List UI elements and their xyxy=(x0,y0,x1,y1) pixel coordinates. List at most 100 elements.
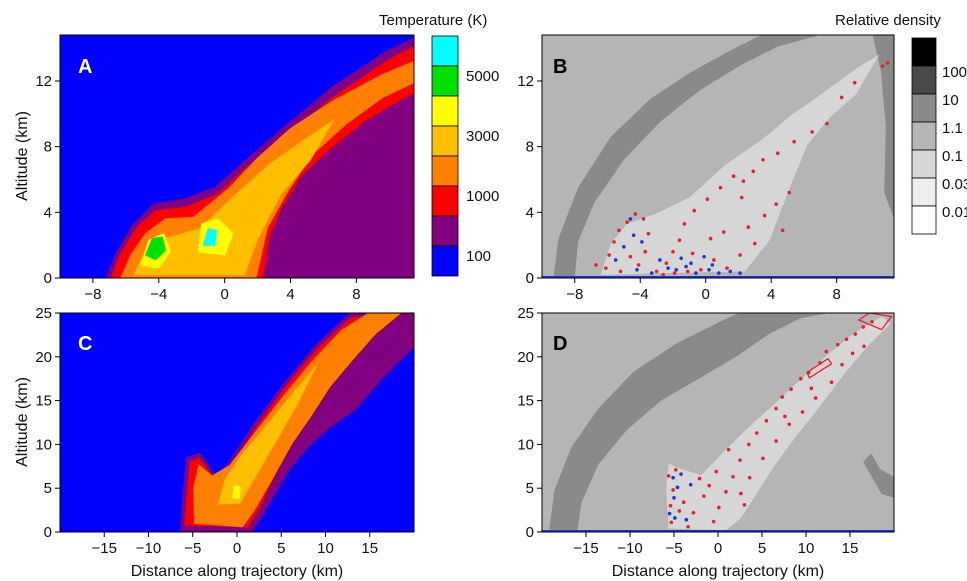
temperature-colorbar-cell xyxy=(431,155,459,187)
temperature-colorbar: 100 1000 3000 5000 xyxy=(431,35,499,277)
panel-b-particle-red xyxy=(746,225,751,229)
panel-d-particle-red xyxy=(681,500,686,505)
temperature-colorbar-cell xyxy=(431,35,459,67)
panel-b-particle-red xyxy=(787,190,792,195)
panel-d-particle-red xyxy=(787,422,792,427)
panel-d-ytick-label: 0 xyxy=(526,524,534,541)
panel-d: D −15 −10 −5 0 5 10 15 0 5 10 15 20 25 xyxy=(517,305,895,557)
temperature-colorbar-tick-label: 100 xyxy=(466,248,491,265)
panel-b-particle-blue xyxy=(640,240,644,244)
panel-a-label: A xyxy=(78,56,92,78)
panel-b-particle-red xyxy=(731,174,736,179)
panel-b-particle-red xyxy=(672,271,677,275)
panel-b-particle-red xyxy=(677,238,682,243)
density-colorbar-cell xyxy=(911,149,937,179)
panel-b-density-region-0 xyxy=(553,35,821,278)
panel-d-particle-red xyxy=(738,458,742,462)
panel-d-particle-red xyxy=(800,410,805,414)
panel-b-particle-red xyxy=(852,80,857,85)
panel-d-particle-red xyxy=(809,386,814,391)
density-colorbar-tick-label: 10 xyxy=(942,92,959,109)
panel-a-xtick-label: 4 xyxy=(286,286,294,303)
panel-b-particle-red xyxy=(625,220,629,224)
panel-a-xtick-label: −8 xyxy=(84,286,101,303)
panel-b-particle-blue xyxy=(658,258,662,262)
panel-b-particle-red xyxy=(612,240,616,244)
panel-b-particle-blue xyxy=(738,271,742,275)
panel-d-particle-red xyxy=(861,325,865,329)
panel-b-axes: −8 −4 0 4 8 0 4 8 12 xyxy=(517,73,841,303)
panel-d-particle-red xyxy=(739,491,743,496)
panel-b-particle-blue xyxy=(666,266,670,270)
panel-b-particle-red xyxy=(661,272,665,277)
panel-b-particle-red xyxy=(664,261,669,266)
panel-d-particle-red xyxy=(747,442,751,447)
panel-b-particle-red xyxy=(721,230,726,234)
panel-b-particle-red xyxy=(671,249,675,254)
panel-b-particle-red xyxy=(885,61,890,65)
temperature-colorbar-cell xyxy=(431,125,459,157)
density-colorbar-tick-label: 100 xyxy=(942,64,967,81)
panel-d-particle-blue xyxy=(673,516,677,520)
panel-c-temperature-contour-3 xyxy=(217,365,317,505)
panel-c-label: C xyxy=(78,333,92,355)
panel-d-particle-red xyxy=(666,474,671,478)
panel-d-particle-red xyxy=(835,342,840,347)
panel-d-particle-red xyxy=(669,520,674,525)
panel-d-plot-area xyxy=(542,313,894,532)
panel-b-particle-red xyxy=(646,231,651,236)
panel-b-particle-blue xyxy=(707,267,711,272)
panel-c-ytick-label: 15 xyxy=(35,393,52,410)
panel-b-particle-red xyxy=(636,263,641,267)
panel-d-particle-red xyxy=(724,489,728,494)
density-colorbar-cell xyxy=(911,205,937,235)
panel-d-xlabel: Distance along trajectory (km) xyxy=(612,563,825,580)
panel-b-particle-red xyxy=(604,266,608,270)
panel-d-xtick-label: 15 xyxy=(842,540,859,557)
panel-b-particle-red xyxy=(741,179,746,183)
panel-b-particle-red xyxy=(712,258,716,262)
panel-d-particle-red xyxy=(697,476,702,481)
panel-b-particle-red xyxy=(762,213,767,218)
panel-b-ytick-label: 12 xyxy=(517,73,534,90)
temperature-colorbar-cell xyxy=(431,65,459,97)
panel-d-particle-red xyxy=(691,510,696,515)
panel-b-particle-blue xyxy=(702,254,706,259)
panel-d-particle-blue xyxy=(675,485,680,490)
panel-b-particle-blue xyxy=(684,264,688,269)
panel-d-particle-red xyxy=(853,332,858,336)
panel-c-ytick-label: 10 xyxy=(35,436,52,453)
panel-d-density-region-1 xyxy=(863,453,894,498)
panel-b-particle-red xyxy=(825,121,829,126)
panel-b-particle-red xyxy=(682,222,687,226)
panel-b-particle-red xyxy=(594,263,598,267)
density-colorbar-cell xyxy=(911,37,937,67)
panel-d-density-region-2 xyxy=(666,316,891,531)
panel-d-particle-red xyxy=(742,503,747,507)
panel-d-label: D xyxy=(553,333,567,355)
panel-d-particle-red xyxy=(726,447,731,452)
panel-b-xtick-label: 0 xyxy=(702,286,710,303)
panel-b-particle-red xyxy=(708,236,713,241)
panel-d-particle-red xyxy=(870,319,874,324)
panel-c-xtick-label: −15 xyxy=(92,540,117,557)
panel-b-particle-red xyxy=(718,185,723,190)
panel-b-particle-red xyxy=(753,241,757,246)
panel-b-xtick-label: 4 xyxy=(767,286,775,303)
panel-d-particle-red xyxy=(844,337,849,342)
panel-d-particle-red xyxy=(717,505,721,510)
panel-b-particle-red xyxy=(792,139,796,144)
panel-a-plot-area xyxy=(60,35,414,278)
panel-a-ytick-label: 12 xyxy=(35,73,52,90)
panel-d-particle-red xyxy=(840,362,844,367)
panel-d-particle-outline-0 xyxy=(857,313,893,331)
panel-d-particle-blue xyxy=(684,517,689,522)
panel-d-particle-red xyxy=(780,395,785,399)
panel-b-particle-red xyxy=(738,253,742,257)
panel-b-particle-red xyxy=(641,217,646,221)
panel-d-particle-red xyxy=(677,509,682,513)
panel-a-ytick-label: 0 xyxy=(44,270,52,287)
panel-d-xtick-label: −5 xyxy=(665,540,682,557)
panel-b-xtick-label: −4 xyxy=(632,286,649,303)
